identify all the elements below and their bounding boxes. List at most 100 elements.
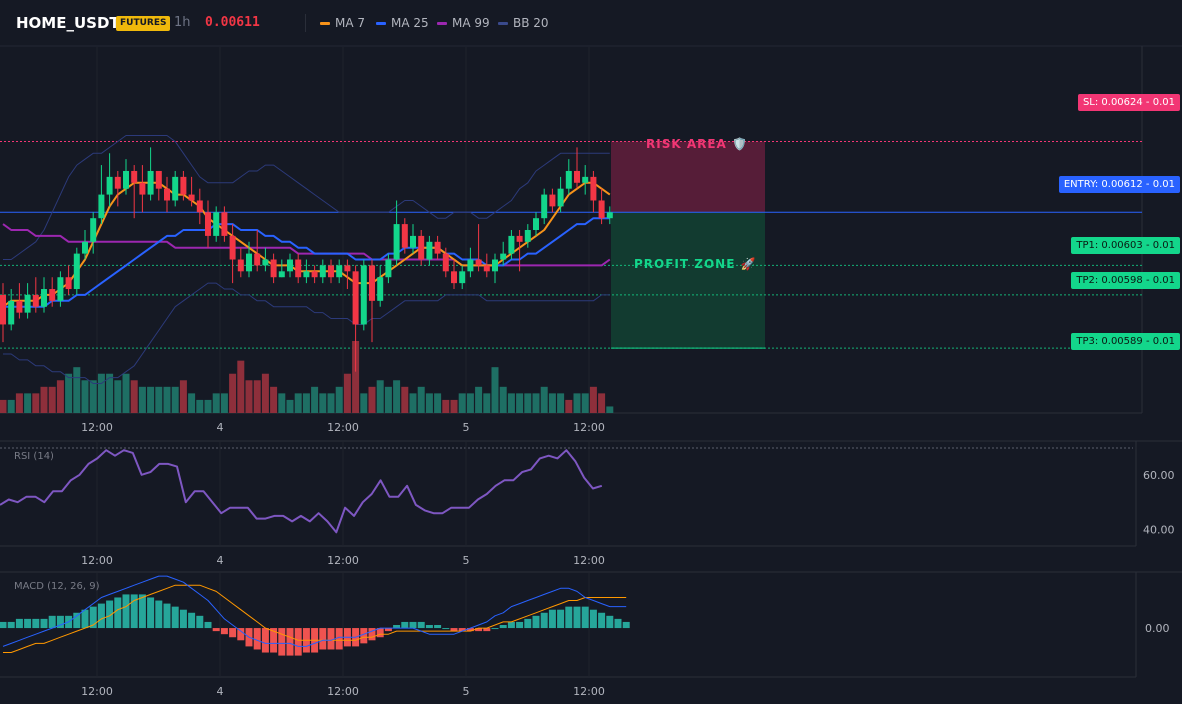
candle-body (467, 259, 474, 272)
time-label: 12:00 (573, 554, 605, 567)
macd-value-axis: 0.00 (1145, 622, 1170, 635)
last-price: 0.00611 (205, 15, 260, 30)
chart-header: HOME_USDT FUTURES 1h 0.00611 MA 7 MA 25 … (0, 0, 1182, 46)
time-label: 5 (463, 685, 470, 698)
macd-histogram-bar (7, 621, 15, 629)
candle-body (0, 294, 6, 325)
volume-bar (532, 393, 540, 413)
volume-bars (0, 341, 614, 413)
macd-histogram-bar (48, 615, 56, 629)
macd-histogram-bar (122, 594, 130, 629)
candle-body (483, 265, 490, 272)
macd-histogram-bar (138, 594, 146, 629)
candle-body (188, 194, 195, 201)
macd-histogram-bar (286, 628, 294, 656)
volume-bar (589, 386, 597, 413)
symbol-name[interactable]: HOME_USDT (16, 14, 120, 32)
candle-body (98, 194, 105, 219)
macd-histogram-bar (532, 615, 540, 629)
volume-bar (360, 393, 368, 413)
ma25-swatch-icon (376, 22, 386, 25)
candle-body (541, 194, 548, 219)
candle-body (459, 271, 466, 284)
volume-bar (442, 399, 450, 413)
volume-bar (204, 399, 212, 413)
legend-ma99[interactable]: MA 99 (437, 16, 490, 30)
macd-histogram-bar (466, 628, 474, 632)
legend-ma7-label: MA 7 (335, 16, 366, 30)
time-label: 12:00 (327, 685, 359, 698)
legend-ma25[interactable]: MA 25 (376, 16, 429, 30)
interval-selector[interactable]: 1h (174, 15, 191, 30)
candle-body (451, 271, 457, 284)
candle-body (442, 253, 449, 272)
macd-histogram-bar (376, 628, 384, 638)
trade-level-lines (0, 140, 1142, 349)
volume-bar (15, 393, 23, 413)
macd-histogram-bar (188, 612, 196, 629)
macd-histogram-bar (507, 621, 515, 629)
macd-histogram-bar (147, 597, 155, 629)
volume-bar (598, 393, 606, 413)
candle-body (311, 271, 318, 278)
volume-bar (229, 373, 237, 413)
macd-histogram-bar (524, 618, 532, 629)
candle-body (73, 253, 80, 290)
macd-histogram-bar (179, 609, 187, 629)
macd-histogram-bar (425, 625, 433, 629)
volume-bar (179, 380, 187, 413)
macd-histogram-bar (294, 628, 302, 656)
volume-bar (188, 393, 196, 413)
tp1-price-tag: TP1: 0.00603 - 0.01 (1071, 237, 1180, 254)
volume-bar (89, 380, 97, 413)
time-label: 5 (463, 421, 470, 434)
futures-badge: FUTURES (116, 16, 171, 31)
candle-body (574, 170, 580, 183)
time-label: 12:00 (573, 685, 605, 698)
volume-bar (343, 373, 351, 413)
volume-bar (573, 393, 581, 413)
ma99-swatch-icon (437, 22, 447, 25)
candle-body (123, 170, 129, 189)
volume-bar (163, 386, 171, 413)
candle-body (164, 188, 170, 201)
volume-bar (171, 386, 179, 413)
volume-bar (401, 386, 409, 413)
volume-bar (155, 386, 163, 413)
volume-bar (384, 386, 392, 413)
macd-histogram-bar (196, 615, 204, 629)
macd-histogram-bar (32, 618, 40, 629)
volume-bar (319, 393, 327, 413)
candle-body (254, 253, 261, 266)
candlesticks[interactable] (0, 147, 613, 372)
volume-bar (122, 373, 130, 413)
volume-bar (196, 399, 204, 413)
macd-histogram-bar (130, 594, 138, 629)
candle-body (32, 294, 39, 307)
macd-histogram-bar (548, 609, 556, 629)
macd-histogram-bar (212, 628, 220, 632)
macd-histogram-bar (622, 621, 630, 629)
volume-bar (368, 386, 376, 413)
volume-bar (434, 393, 442, 413)
candle-body (139, 182, 146, 195)
volume-bar (138, 386, 146, 413)
legend-ma7[interactable]: MA 7 (320, 16, 365, 30)
macd-histogram-bar (589, 609, 597, 629)
candle-body (475, 259, 482, 266)
rsi-line (0, 449, 603, 534)
macd-histogram-bar (24, 618, 32, 629)
candle-body (49, 289, 56, 301)
candle-body (492, 259, 498, 272)
volume-bar (516, 393, 524, 413)
ma25-line (3, 217, 610, 308)
candle-body (524, 230, 531, 242)
legend-ma99-label: MA 99 (452, 16, 490, 30)
volume-bar (48, 386, 56, 413)
macd-histogram-bar (97, 603, 105, 629)
risk-area-zone (611, 141, 765, 213)
legend-bb20[interactable]: BB 20 (498, 16, 549, 30)
volume-bar (417, 386, 425, 413)
macd-histogram-bar (360, 628, 368, 644)
